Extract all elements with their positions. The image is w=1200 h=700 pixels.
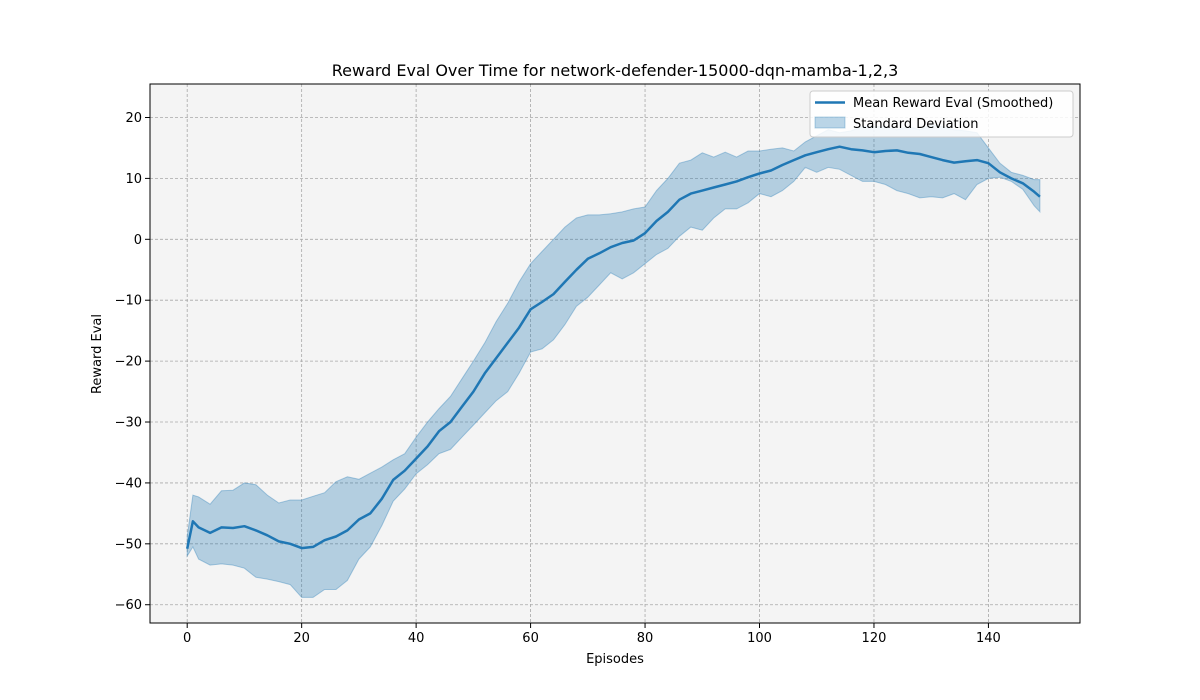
x-tick-label: 0 bbox=[183, 631, 191, 646]
y-tick-label: 20 bbox=[125, 111, 142, 126]
legend-label-mean: Mean Reward Eval (Smoothed) bbox=[853, 96, 1053, 111]
y-tick-label: −20 bbox=[115, 355, 142, 370]
y-tick-label: −50 bbox=[115, 537, 142, 552]
y-tick-label: −30 bbox=[115, 416, 142, 431]
y-tick-label: 10 bbox=[125, 172, 142, 187]
y-tick-label: 0 bbox=[134, 233, 142, 248]
y-tick-label: −60 bbox=[115, 598, 142, 613]
mean-reward-line bbox=[185, 145, 1041, 550]
x-tick-label: 40 bbox=[408, 631, 425, 646]
x-tick-label: 60 bbox=[522, 631, 539, 646]
x-tick-label: 80 bbox=[637, 631, 654, 646]
plot-area bbox=[150, 84, 1080, 623]
x-tick-label: 120 bbox=[862, 631, 887, 646]
mean-line-layer bbox=[185, 145, 1041, 550]
legend-box bbox=[809, 90, 1074, 138]
std-band-layer bbox=[186, 124, 1041, 598]
y-axis: −60 −50 −40 −30 −20 −10 0 10 20 bbox=[115, 111, 150, 613]
x-tick-label: 20 bbox=[293, 631, 310, 646]
y-axis-label: Reward Eval bbox=[90, 314, 105, 394]
std-deviation-band bbox=[186, 124, 1041, 598]
x-axis-label: Episodes bbox=[586, 652, 644, 667]
grid bbox=[150, 84, 1080, 623]
x-tick-label: 140 bbox=[976, 631, 1001, 646]
chart-title: Reward Eval Over Time for network-defend… bbox=[332, 61, 899, 80]
legend-band-swatch bbox=[814, 116, 846, 129]
x-axis: 0 20 40 60 80 100 120 140 bbox=[183, 623, 1001, 646]
y-tick-label: −10 bbox=[115, 294, 142, 309]
plot-frame bbox=[149, 83, 1081, 624]
legend-label-std: Standard Deviation bbox=[853, 117, 978, 132]
x-tick-label: 100 bbox=[747, 631, 772, 646]
legend: Mean Reward Eval (Smoothed) Standard Dev… bbox=[809, 90, 1074, 138]
y-tick-label: −40 bbox=[115, 476, 142, 491]
